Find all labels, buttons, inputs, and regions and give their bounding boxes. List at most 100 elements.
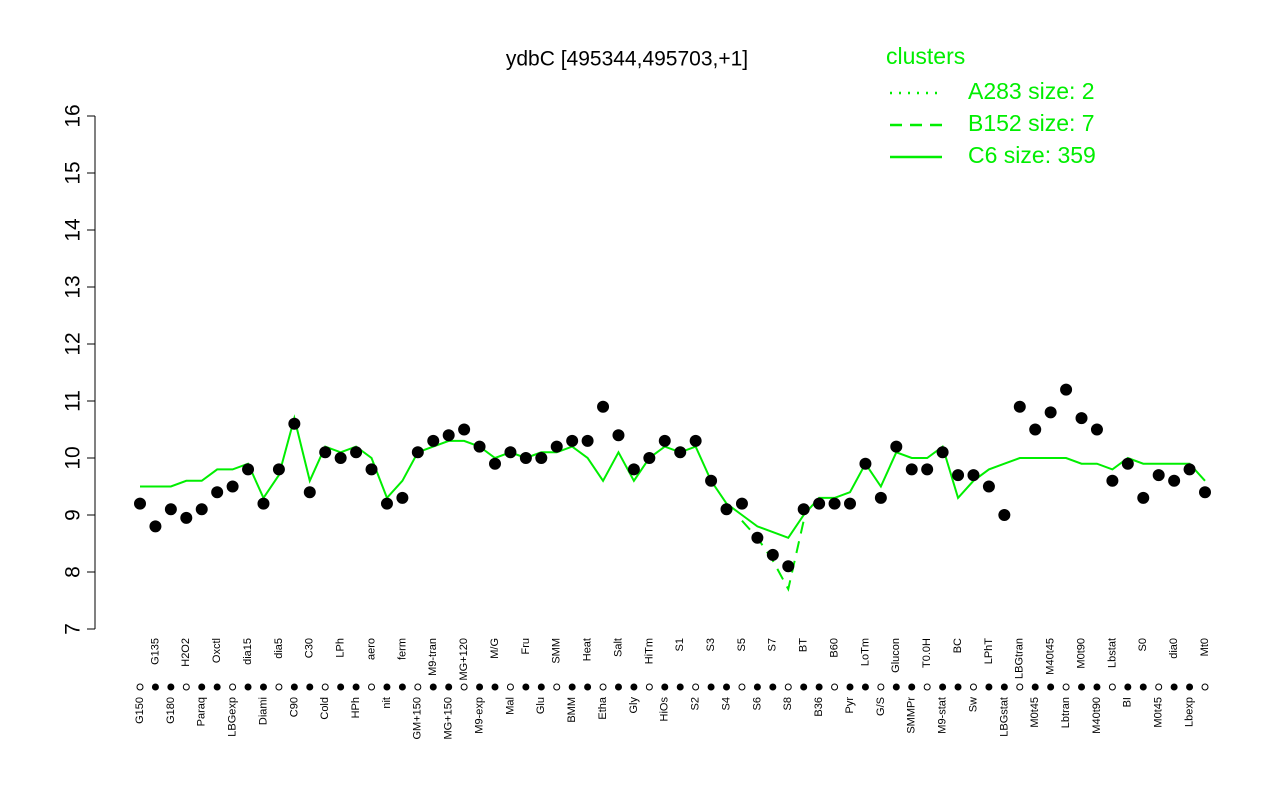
- x-tick-label: M0t45: [1153, 697, 1165, 728]
- data-point: [797, 503, 810, 516]
- data-point: [1013, 400, 1026, 413]
- x-tick-label: BMM: [566, 697, 578, 723]
- x-tick-marker: [614, 683, 622, 691]
- x-tick-marker: [1124, 683, 1132, 691]
- data-point: [766, 548, 779, 561]
- x-tick-label: Lbexp: [1183, 697, 1195, 727]
- data-point: [411, 446, 424, 459]
- x-tick-marker: [1201, 683, 1209, 691]
- x-tick-label: C90: [288, 697, 300, 717]
- x-tick-label: GM+150: [412, 697, 424, 740]
- data-point: [643, 452, 656, 464]
- x-tick-label: Paraq: [196, 697, 208, 726]
- x-tick-label: Mal: [504, 697, 516, 715]
- data-point: [859, 457, 872, 470]
- data-point: [967, 469, 980, 482]
- data-point: [1137, 491, 1150, 504]
- x-tick-marker: [182, 683, 190, 691]
- data-point: [164, 503, 177, 516]
- x-tick-marker: [738, 683, 746, 691]
- x-tick-label: S0: [1137, 638, 1149, 651]
- x-tick-marker: [1093, 683, 1101, 691]
- data-point: [1044, 406, 1057, 419]
- x-tick-label: SMM: [551, 638, 563, 664]
- data-point: [504, 446, 517, 459]
- x-tick-label: LBGexp: [227, 697, 239, 737]
- x-tick-label: M9-stat: [937, 697, 949, 734]
- x-tick-marker: [553, 683, 561, 691]
- x-tick-label: M40t90: [1091, 697, 1103, 734]
- data-point: [1060, 383, 1073, 396]
- data-point: [195, 503, 208, 516]
- x-tick-marker: [707, 683, 715, 691]
- y-tick-label: 13: [62, 275, 85, 298]
- data-point: [288, 417, 301, 430]
- x-tick-label: C30: [304, 638, 316, 658]
- y-tick-label: 7: [62, 623, 85, 635]
- x-tick-label: M/G: [489, 638, 501, 659]
- data-point: [149, 520, 162, 533]
- data-point: [550, 440, 563, 453]
- data-point: [1106, 474, 1119, 487]
- x-tick-label: Cold: [319, 697, 331, 720]
- x-tick-marker: [445, 683, 453, 691]
- data-point: [1183, 463, 1196, 476]
- data-point: [627, 463, 640, 476]
- data-point: [658, 434, 671, 447]
- x-tick-marker: [429, 683, 437, 691]
- data-point: [319, 446, 332, 459]
- x-tick-marker: [599, 683, 607, 691]
- data-point: [735, 497, 748, 510]
- x-tick-label: S3: [705, 638, 717, 651]
- x-tick-label: S2: [690, 697, 702, 710]
- x-tick-label: LBGstat: [998, 697, 1010, 737]
- data-point: [982, 480, 995, 493]
- x-tick-label: nit: [381, 697, 393, 709]
- x-tick-label: Gly: [628, 697, 640, 714]
- x-tick-label: BT: [798, 638, 810, 652]
- x-tick-marker: [630, 683, 638, 691]
- x-tick-marker: [1000, 683, 1008, 691]
- x-tick-marker: [151, 683, 159, 691]
- x-tick-marker: [352, 683, 360, 691]
- x-tick-label: LPhT: [983, 638, 995, 665]
- x-tick-label: S7: [767, 638, 779, 651]
- data-point: [782, 560, 795, 573]
- legend-title: clusters: [886, 43, 965, 69]
- x-tick-marker: [1155, 683, 1163, 691]
- x-tick-marker: [954, 683, 962, 691]
- data-point: [334, 452, 347, 464]
- x-tick-label: Oxctl: [211, 638, 223, 663]
- x-tick-marker: [661, 683, 669, 691]
- data-point: [257, 497, 270, 510]
- x-tick-marker: [784, 683, 792, 691]
- x-tick-marker: [506, 683, 514, 691]
- x-tick-marker: [414, 683, 422, 691]
- data-point: [612, 429, 625, 442]
- x-tick-label: LPh: [335, 638, 347, 658]
- x-tick-marker: [368, 683, 376, 691]
- x-tick-marker: [908, 683, 916, 691]
- x-tick-marker: [923, 683, 931, 691]
- x-tick-marker: [1139, 683, 1147, 691]
- x-tick-marker: [476, 683, 484, 691]
- x-tick-marker: [136, 683, 144, 691]
- data-point: [473, 440, 486, 453]
- x-tick-label: Mt0: [1199, 638, 1211, 656]
- data-point: [458, 423, 471, 436]
- x-tick-marker: [939, 683, 947, 691]
- x-tick-marker: [831, 683, 839, 691]
- data-point: [751, 531, 764, 544]
- x-tick-label: Glu: [535, 697, 547, 714]
- x-tick-marker: [692, 683, 700, 691]
- x-tick-label: M0t45: [1029, 697, 1041, 728]
- data-point: [535, 452, 548, 464]
- x-tick-label: LoTm: [859, 638, 871, 666]
- x-tick-label: aero: [365, 638, 377, 660]
- data-point: [566, 434, 579, 447]
- x-tick-label: G/S: [875, 697, 887, 716]
- x-tick-label: ferm: [396, 638, 408, 660]
- x-tick-label: HiOs: [659, 697, 671, 722]
- x-tick-label: G180: [165, 697, 177, 724]
